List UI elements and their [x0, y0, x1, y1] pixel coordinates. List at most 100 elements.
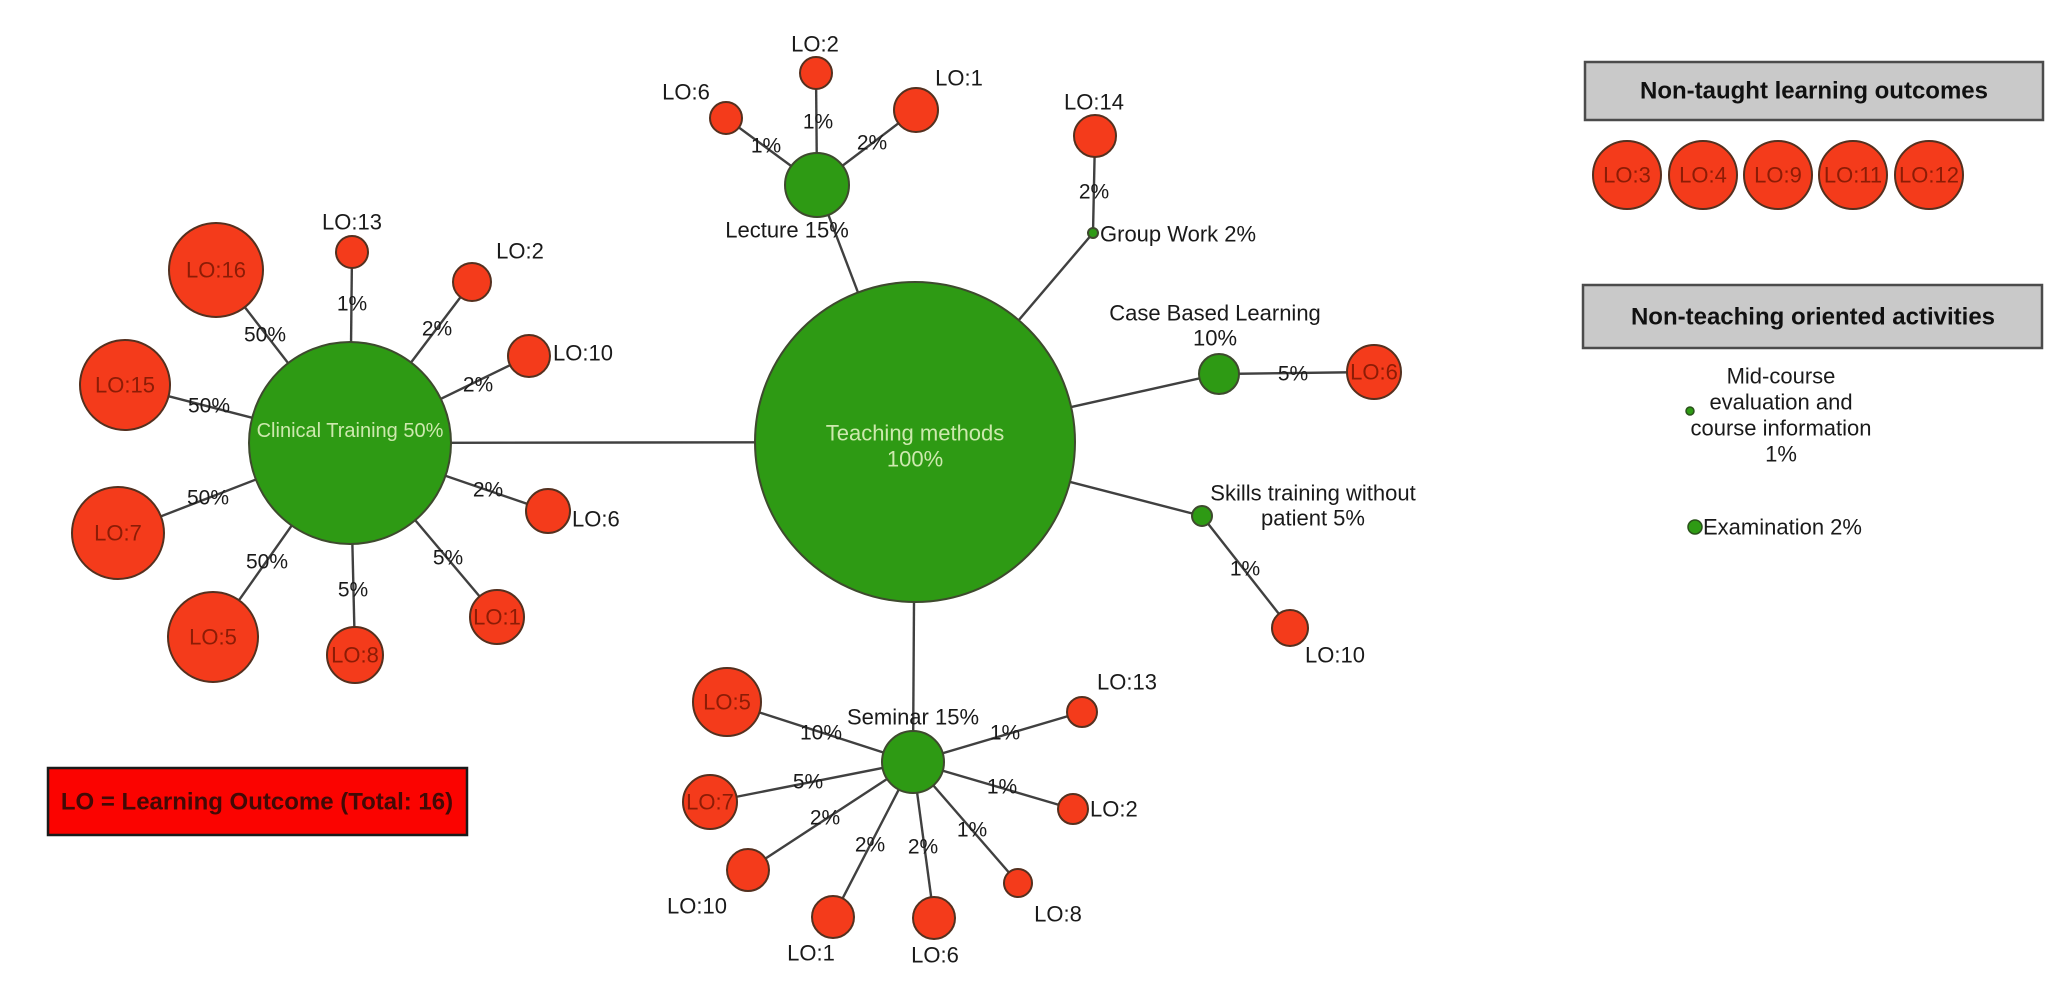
node-g14 — [1073, 114, 1117, 158]
non-taught-items: LO:3 LO:4 LO:9 LO:11 LO:12 — [1592, 140, 1964, 210]
node-cbl — [1198, 353, 1240, 395]
node-l2 — [799, 56, 833, 90]
node-label-m8: LO:8 — [1034, 902, 1082, 927]
node-c15 — [79, 339, 171, 431]
node-label-c1: LO:1 — [473, 605, 521, 630]
node-label-c7: LO:7 — [94, 521, 142, 546]
node-m1 — [811, 895, 855, 939]
node-b6 — [1346, 344, 1402, 400]
edge-label-seminar-m10: 2% — [810, 807, 840, 830]
node-c7 — [71, 486, 165, 580]
edge-label-seminar-m13: 1% — [990, 722, 1020, 745]
node-m2 — [1057, 793, 1089, 825]
edge-label-seminar-m7: 5% — [793, 771, 823, 794]
node-m5 — [692, 667, 762, 737]
node-label-m10: LO:10 — [667, 894, 727, 919]
edge-seminar-m7 — [709, 760, 914, 804]
mid-course-evaluation-label-line2: evaluation and — [1709, 390, 1852, 415]
mid-course-evaluation-dot — [1685, 406, 1695, 416]
non-taught-header-box — [1583, 60, 2045, 122]
non-teaching-header-label: Non-teaching oriented activities — [1631, 304, 1995, 331]
edge-label-seminar-m6: 2% — [908, 836, 938, 859]
node-label-groupwork: Group Work 2% — [1100, 222, 1256, 247]
edge-label-seminar-m5: 10% — [800, 722, 842, 745]
node-c10 — [507, 334, 551, 378]
legend-circle-LO3 — [1592, 140, 1662, 210]
legend-circle-label-LO9: LO:9 — [1754, 163, 1802, 188]
legend-non-taught: Non-taught learning outcomes LO:3 LO:4 LO:… — [1583, 60, 2045, 210]
node-label-c10: LO:10 — [553, 341, 613, 366]
edge-label-cbl-b6: 5% — [1278, 363, 1308, 386]
node-label-m6: LO:6 — [911, 943, 959, 968]
node-label-m2: LO:2 — [1090, 797, 1138, 822]
node-label-clinical: Clinical Training 50% — [257, 420, 444, 442]
node-clinical — [248, 341, 452, 545]
node-label-skills-line1: Skills training without — [1210, 481, 1415, 506]
edge-label-clinical-c6: 2% — [473, 479, 503, 502]
node-c2 — [452, 262, 492, 302]
node-label-cbl-line2: 10% — [1193, 326, 1237, 351]
node-c1 — [469, 589, 525, 645]
edge-label-clinical-c8: 5% — [338, 579, 368, 602]
node-label-s10: LO:10 — [1305, 643, 1365, 668]
node-label-c5: LO:5 — [189, 625, 237, 650]
node-c16 — [168, 222, 264, 318]
node-label-teaching-line2: 100% — [887, 447, 943, 472]
node-label-teaching-line1: Teaching methods — [826, 421, 1005, 446]
mid-course-evaluation-label-line3: course information — [1691, 416, 1872, 441]
node-l1 — [893, 87, 939, 133]
nodes-layer — [71, 56, 1402, 940]
node-m13 — [1066, 696, 1098, 728]
node-label-m13: LO:13 — [1097, 670, 1157, 695]
edge-label-skills-s10: 1% — [1230, 558, 1260, 581]
mid-course-evaluation-label-line4: 1% — [1765, 442, 1797, 467]
legend-circle-label-LO3: LO:3 — [1603, 163, 1651, 188]
edge-label-clinical-c5: 50% — [246, 551, 288, 574]
node-label-m7: LO:7 — [686, 790, 734, 815]
node-label-b6: LO:6 — [1350, 360, 1398, 385]
node-label-c16: LO:16 — [186, 258, 246, 283]
node-label-m5: LO:5 — [703, 690, 751, 715]
node-groupwork — [1087, 227, 1099, 239]
non-taught-header-label: Non-taught learning outcomes — [1640, 78, 1988, 105]
node-skills — [1191, 505, 1213, 527]
legend-circle-LO9 — [1743, 140, 1813, 210]
lo-note-box — [46, 766, 469, 837]
legend-circle-LO12 — [1894, 140, 1964, 210]
node-label-c8: LO:8 — [331, 643, 379, 668]
node-label-c13: LO:13 — [322, 210, 382, 235]
node-l6 — [709, 101, 743, 135]
node-c5 — [167, 591, 259, 683]
edge-label-clinical-c7: 50% — [187, 487, 229, 510]
node-label-l2: LO:2 — [791, 32, 839, 57]
edge-label-seminar-m8: 1% — [957, 819, 987, 842]
legend-non-teaching: Non-teaching oriented activities Mid-cou… — [1581, 283, 2044, 540]
node-m10 — [726, 848, 770, 892]
edge-label-lecture-l1: 2% — [857, 132, 887, 155]
edge-label-clinical-c10: 2% — [463, 374, 493, 397]
edge-label-seminar-m2: 1% — [987, 776, 1017, 799]
node-c8 — [326, 626, 384, 684]
node-m6 — [912, 896, 956, 940]
edge-label-groupwork-g14: 2% — [1079, 181, 1109, 204]
labels-layer: 50%1%2%2%2%5%5%50%50%50%1%1%2%2%5%1%10%5… — [94, 32, 1416, 968]
node-s10 — [1271, 609, 1309, 647]
node-lecture — [784, 152, 850, 218]
edge-label-clinical-c13: 1% — [337, 293, 367, 316]
legend-circle-label-LO12: LO:12 — [1899, 163, 1959, 188]
node-label-m1: LO:1 — [787, 941, 835, 966]
legend-circle-label-LO11: LO:11 — [1824, 163, 1882, 188]
mid-course-evaluation-label-line1: Mid-course — [1727, 364, 1836, 389]
edge-label-clinical-c16: 50% — [244, 324, 286, 347]
node-seminar — [881, 730, 945, 794]
node-c6 — [525, 488, 571, 534]
legend-circle-LO11 — [1818, 140, 1888, 210]
edge-label-seminar-m1: 2% — [855, 834, 885, 857]
node-label-c15: LO:15 — [95, 373, 155, 398]
edge-label-lecture-l6: 1% — [751, 135, 781, 158]
examination-label-line1: Examination 2% — [1703, 515, 1862, 540]
node-label-l6: LO:6 — [662, 80, 710, 105]
node-label-c2: LO:2 — [496, 239, 544, 264]
